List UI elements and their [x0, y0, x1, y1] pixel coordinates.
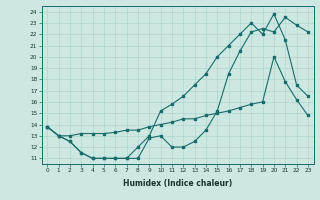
X-axis label: Humidex (Indice chaleur): Humidex (Indice chaleur) [123, 179, 232, 188]
